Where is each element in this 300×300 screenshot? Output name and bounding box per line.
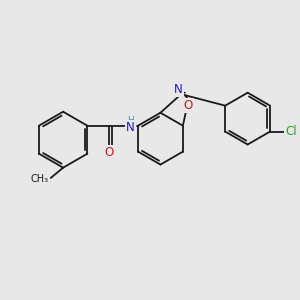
Text: O: O xyxy=(104,146,113,159)
Text: O: O xyxy=(184,99,193,112)
Text: Cl: Cl xyxy=(285,125,296,138)
Text: H: H xyxy=(127,116,134,125)
Text: N: N xyxy=(126,121,134,134)
Text: N: N xyxy=(174,83,183,96)
Text: CH₃: CH₃ xyxy=(30,174,48,184)
